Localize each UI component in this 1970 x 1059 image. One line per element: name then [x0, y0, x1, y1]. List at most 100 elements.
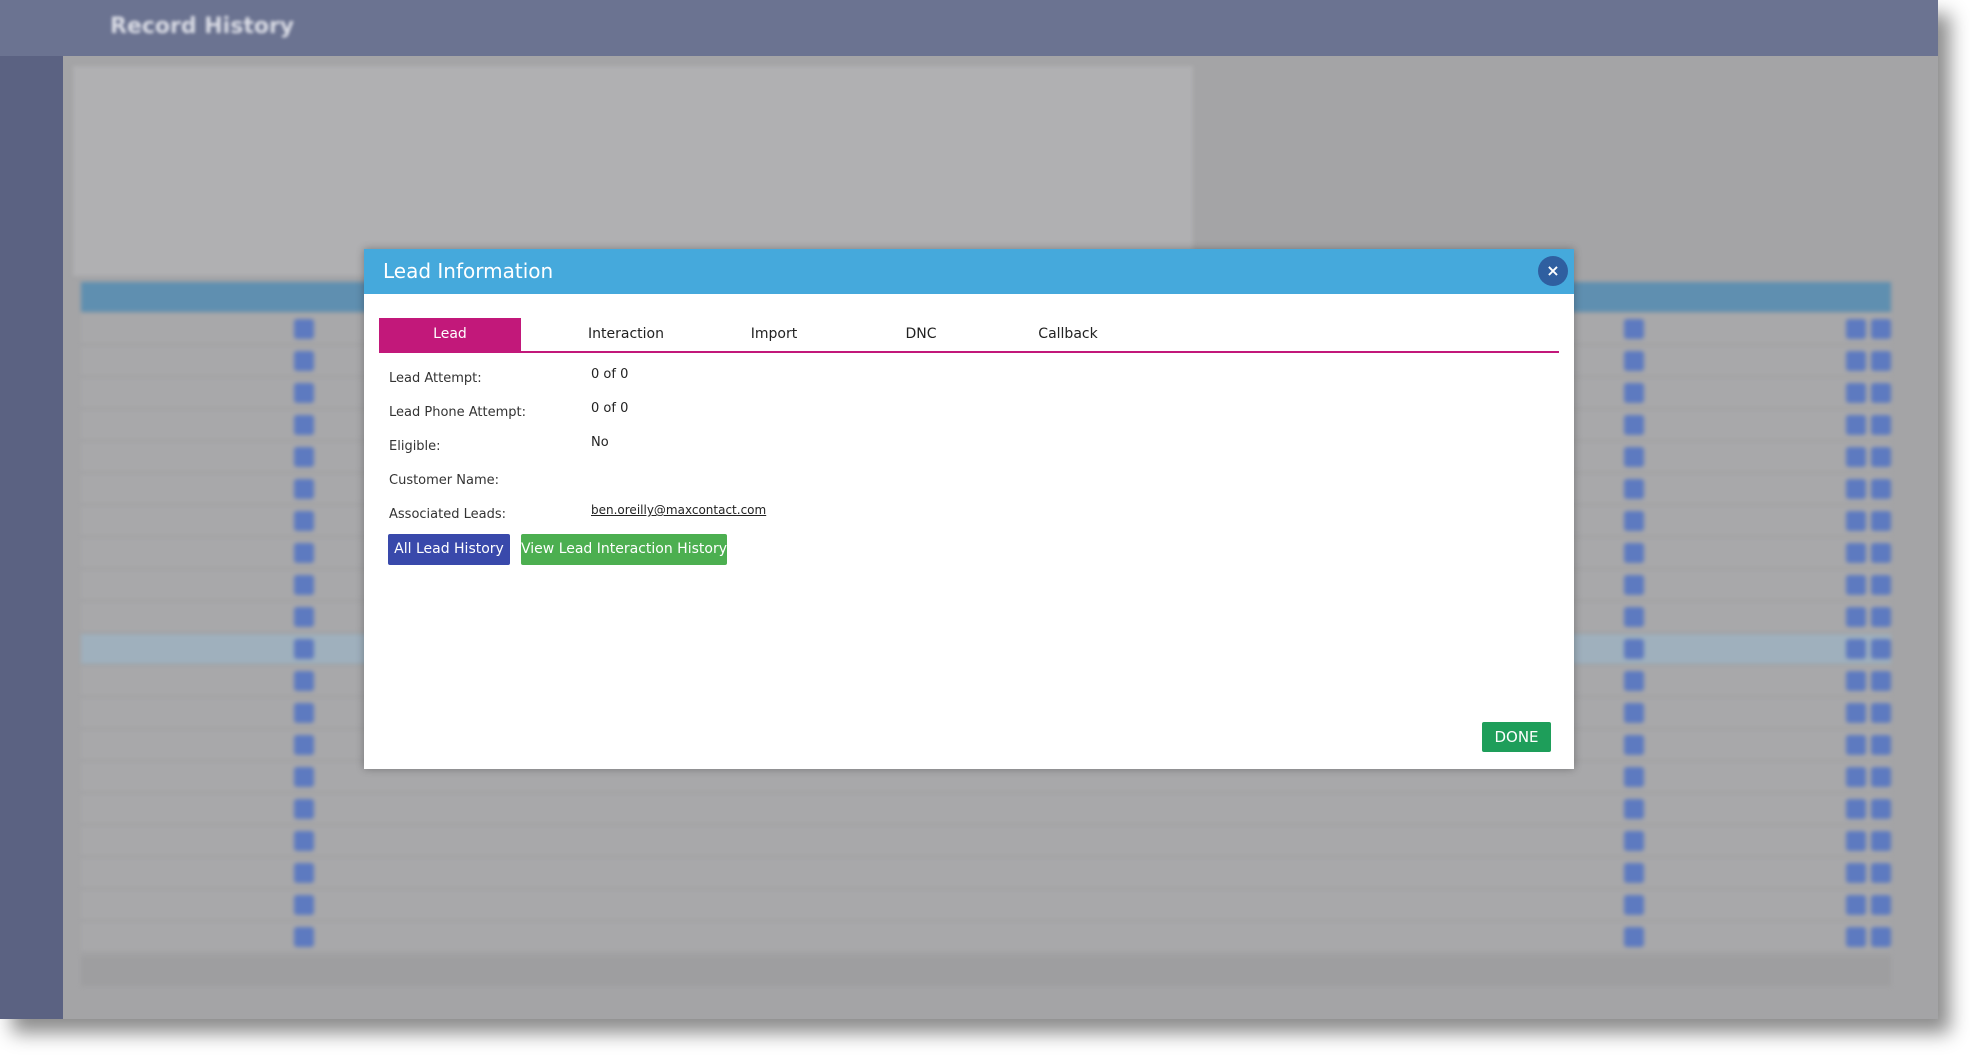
row-icon	[294, 319, 314, 339]
row-icon	[294, 735, 314, 755]
row-icon	[1624, 447, 1644, 467]
row-icon	[294, 703, 314, 723]
row-icon	[294, 767, 314, 787]
row-icon	[1846, 671, 1866, 691]
row-icon	[1871, 319, 1891, 339]
row-icon	[1624, 927, 1644, 947]
row-icon	[294, 671, 314, 691]
row-icon	[1624, 543, 1644, 563]
row-icon	[294, 799, 314, 819]
close-button[interactable]: ×	[1538, 256, 1568, 286]
lead-information-dialog: Lead Information × Lead Interaction Import…	[364, 249, 1574, 769]
row-icon	[1624, 575, 1644, 595]
row-icon	[1846, 703, 1866, 723]
row-icon	[294, 415, 314, 435]
row-icon	[294, 895, 314, 915]
tab-bar: Lead Interaction Import DNC Callback	[379, 318, 1559, 353]
table-row	[81, 922, 1891, 953]
tab[interactable]: Lead	[379, 318, 521, 351]
row-icon	[294, 639, 314, 659]
row-icon	[1624, 735, 1644, 755]
row-icon	[1624, 831, 1644, 851]
row-icon	[1871, 383, 1891, 403]
field-link[interactable]: ben.oreilly@maxcontact.com	[591, 503, 767, 517]
row-icon	[1871, 799, 1891, 819]
table-row	[81, 794, 1891, 825]
field-label: Lead Phone Attempt:	[389, 405, 527, 420]
row-icon	[294, 831, 314, 851]
table-row	[81, 858, 1891, 889]
tab[interactable]: Interaction	[588, 326, 664, 342]
pager	[81, 956, 1891, 986]
row-icon	[294, 351, 314, 371]
row-icon	[1871, 863, 1891, 883]
row-icon	[294, 575, 314, 595]
field-label: Associated Leads:	[389, 507, 506, 522]
row-icon	[294, 511, 314, 531]
row-icon	[1871, 511, 1891, 531]
table-row	[81, 890, 1891, 921]
row-icon	[294, 447, 314, 467]
row-icon	[294, 927, 314, 947]
row-icon	[294, 543, 314, 563]
row-icon	[1871, 927, 1891, 947]
tab[interactable]: Callback	[1038, 326, 1098, 342]
field-label: Eligible:	[389, 439, 441, 454]
sidebar	[0, 56, 63, 1019]
row-icon	[1846, 511, 1866, 531]
row-icon	[1624, 767, 1644, 787]
row-icon	[1871, 447, 1891, 467]
row-icon	[1846, 383, 1866, 403]
row-icon	[294, 863, 314, 883]
row-icon	[1871, 575, 1891, 595]
field-label: Lead Attempt:	[389, 371, 482, 386]
row-icon	[294, 607, 314, 627]
dialog-title: Lead Information	[364, 249, 1574, 294]
row-icon	[1871, 607, 1891, 627]
lead-interaction-history-button[interactable]: View Lead Interaction History	[521, 534, 727, 565]
tab[interactable]: Import	[750, 326, 798, 342]
row-icon	[1624, 799, 1644, 819]
row-icon	[1846, 543, 1866, 563]
row-icon	[1624, 415, 1644, 435]
row-icon	[1846, 479, 1866, 499]
row-icon	[1624, 383, 1644, 403]
row-icon	[1871, 351, 1891, 371]
field-value: 0 of 0	[591, 367, 629, 382]
table-row	[81, 826, 1891, 857]
row-icon	[1846, 863, 1866, 883]
top-bar: Record History	[0, 0, 1938, 56]
row-icon	[1871, 415, 1891, 435]
done-button[interactable]: DONE	[1482, 722, 1551, 752]
row-icon	[1846, 607, 1866, 627]
row-icon	[1846, 575, 1866, 595]
row-icon	[1846, 735, 1866, 755]
row-icon	[1624, 479, 1644, 499]
row-icon	[1846, 319, 1866, 339]
row-icon	[1846, 639, 1866, 659]
field-value: 0 of 0	[591, 401, 629, 416]
all-lead-history-button[interactable]: All Lead History	[388, 534, 510, 565]
tab[interactable]: DNC	[905, 326, 937, 342]
row-icon	[1871, 831, 1891, 851]
row-icon	[1624, 639, 1644, 659]
row-icon	[1871, 767, 1891, 787]
row-icon	[1624, 351, 1644, 371]
field-value: No	[591, 435, 609, 450]
filter-panel	[73, 66, 1193, 276]
row-icon	[1624, 607, 1644, 627]
row-icon	[1624, 319, 1644, 339]
row-icon	[1871, 703, 1891, 723]
row-icon	[294, 479, 314, 499]
row-icon	[1846, 895, 1866, 915]
row-icon	[1846, 351, 1866, 371]
row-icon	[1871, 735, 1891, 755]
row-icon	[294, 383, 314, 403]
row-icon	[1846, 799, 1866, 819]
field-label: Customer Name:	[389, 473, 500, 488]
row-icon	[1846, 767, 1866, 787]
row-icon	[1624, 511, 1644, 531]
row-icon	[1846, 831, 1866, 851]
row-icon	[1871, 895, 1891, 915]
